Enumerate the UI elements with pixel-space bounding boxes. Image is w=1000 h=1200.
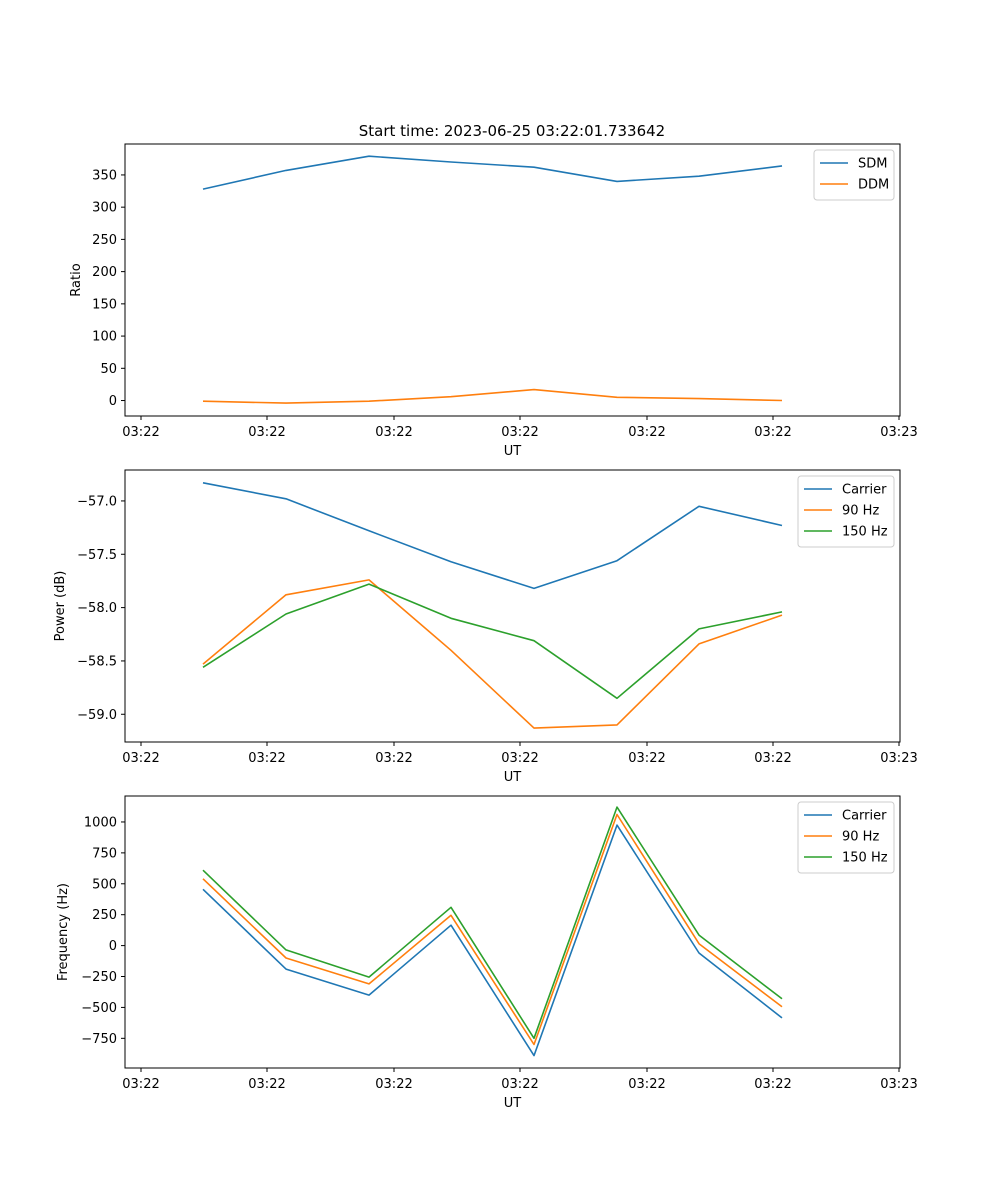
x-tick-label: 03:22 (628, 1077, 665, 1092)
x-tick-label: 03:22 (122, 1077, 159, 1092)
x-tick-label: 03:23 (880, 425, 917, 440)
y-tick-label: −250 (81, 970, 117, 985)
y-tick-label: −750 (81, 1032, 117, 1047)
series-line-1 (202, 155, 783, 190)
x-tick-label: 03:22 (628, 425, 665, 440)
legend: Carrier 90 Hz 150 Hz (797, 801, 895, 874)
plot-frame (124, 795, 901, 1069)
y-tick-label: 1000 (84, 815, 117, 830)
chart-panel-3: 03:22 03:22 03:22 03:22 03:22 03:22 03:23 UT 100… (56, 795, 918, 1111)
x-tick-label: 03:22 (754, 1077, 791, 1092)
x-tick-label: 03:22 (754, 425, 791, 440)
y-tick-label: 0 (109, 939, 117, 954)
x-tick-label: 03:22 (122, 425, 159, 440)
series-line-2 (202, 388, 783, 404)
series-line-2 (202, 579, 783, 729)
legend-label: 150 Hz (842, 525, 888, 540)
x-tick-label: 03:22 (754, 751, 791, 766)
legend-box (797, 475, 895, 548)
x-axis-label: UT (504, 770, 522, 785)
y-tick-label: −57.5 (77, 548, 117, 563)
x-tick-label: 03:22 (248, 425, 285, 440)
x-tick-label: 03:23 (880, 751, 917, 766)
legend-label: Carrier (842, 809, 887, 824)
legend-label: 90 Hz (842, 504, 879, 519)
y-tick-label: 350 (92, 168, 117, 183)
x-tick-label: 03:22 (628, 751, 665, 766)
x-tick-label: 03:22 (122, 751, 159, 766)
y-tick-label: 250 (92, 908, 117, 923)
y-tick-label: 500 (92, 877, 117, 892)
y-tick-label: 300 (92, 201, 117, 216)
x-axis-label: UT (504, 444, 522, 459)
chart-panel-2: 03:22 03:22 03:22 03:22 03:22 03:22 03:23 UT −57… (53, 469, 918, 785)
y-tick-label: −500 (81, 1001, 117, 1016)
y-tick-label: 50 (100, 362, 117, 377)
series-line-3 (202, 583, 783, 700)
x-tick-label: 03:22 (248, 751, 285, 766)
legend-label: DDM (858, 178, 889, 193)
figure-title: Start time: 2023-06-25 03:22:01.733642 (359, 122, 665, 140)
series-line-1 (202, 824, 783, 1057)
y-tick-label: 150 (92, 297, 117, 312)
chart-panels: 03:22 03:22 03:22 03:22 03:22 03:22 03:23 UT 0 50… (53, 143, 918, 1111)
legend-label: 90 Hz (842, 830, 879, 845)
y-tick-label: 200 (92, 265, 117, 280)
legend: SDM DDM (813, 149, 895, 201)
chart-panel-1: 03:22 03:22 03:22 03:22 03:22 03:22 03:23 UT 0 50… (69, 143, 918, 459)
legend-label: 150 Hz (842, 851, 888, 866)
x-tick-label: 03:22 (501, 1077, 538, 1092)
y-tick-label: −57.0 (77, 494, 117, 509)
legend-label: SDM (858, 157, 887, 172)
legend-label: Carrier (842, 483, 887, 498)
plot-frame (124, 469, 901, 743)
y-tick-label: −59.0 (77, 708, 117, 723)
series-line-3 (202, 806, 783, 1040)
series-line-2 (202, 813, 783, 1046)
y-tick-label: −58.0 (77, 601, 117, 616)
x-tick-label: 03:22 (375, 751, 412, 766)
y-axis-label: Power (dB) (53, 571, 68, 642)
series-line-1 (202, 482, 783, 590)
x-tick-label: 03:22 (248, 1077, 285, 1092)
x-axis-label: UT (504, 1096, 522, 1111)
x-tick-label: 03:22 (501, 425, 538, 440)
y-axis-label: Frequency (Hz) (56, 883, 71, 981)
x-tick-label: 03:22 (375, 1077, 412, 1092)
legend-box (797, 801, 895, 874)
y-tick-label: 0 (109, 394, 117, 409)
plot-frame (124, 143, 901, 417)
x-tick-label: 03:22 (375, 425, 412, 440)
x-tick-label: 03:23 (880, 1077, 917, 1092)
y-tick-label: −58.5 (77, 654, 117, 669)
y-axis-label: Ratio (69, 263, 84, 296)
y-tick-label: 250 (92, 233, 117, 248)
legend: Carrier 90 Hz 150 Hz (797, 475, 895, 548)
y-tick-label: 100 (92, 330, 117, 345)
y-tick-label: 750 (92, 846, 117, 861)
x-tick-label: 03:22 (501, 751, 538, 766)
